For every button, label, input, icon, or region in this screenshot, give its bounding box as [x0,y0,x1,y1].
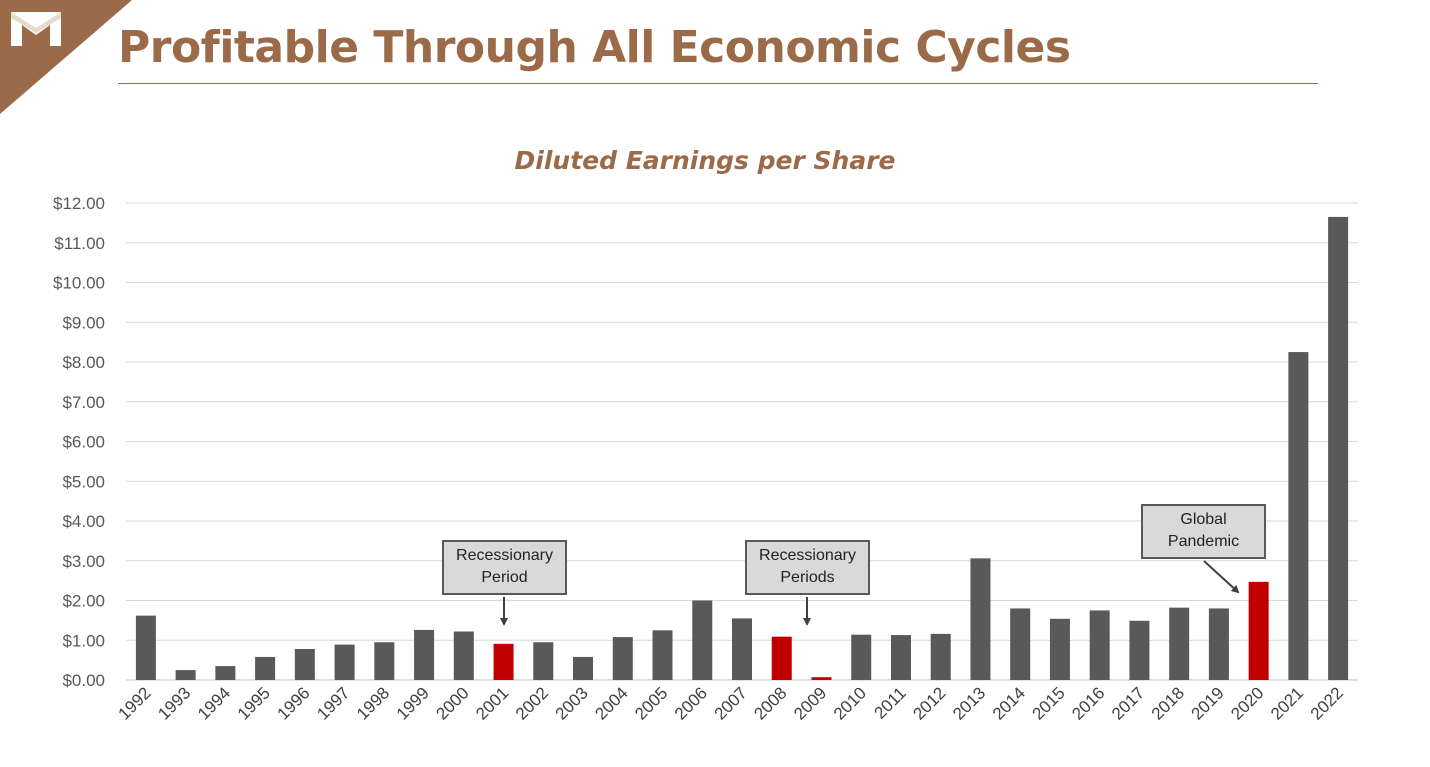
logo-corner [0,0,132,114]
bar-2010 [851,634,872,680]
x-tick-label: 2010 [830,683,870,723]
bar-2021 [1288,352,1309,680]
x-tick-label: 2003 [552,683,592,723]
x-tick-label: 2002 [512,683,552,723]
y-tick-label: $3.00 [62,552,105,571]
bar-2005 [652,630,673,680]
x-tick-label: 1996 [273,683,313,723]
x-tick-label: 2008 [750,683,790,723]
annotation-text: Pandemic [1167,533,1240,550]
bar-2006 [692,600,713,680]
bar-1996 [294,648,315,680]
y-tick-label: $12.00 [53,194,105,213]
x-tick-label: 2000 [432,683,472,723]
x-tick-label: 1992 [115,683,155,723]
x-tick-label: 2007 [711,683,751,723]
x-tick-label: 1994 [194,683,234,723]
bar-2002 [533,642,554,680]
chart-title: Diluted Earnings per Share [514,146,896,175]
bar-2015 [1049,618,1070,680]
annotation-arrow [1203,560,1240,594]
y-tick-label: $6.00 [62,433,105,452]
bar-2001 [493,643,514,680]
x-axis-ticks: 1992 1993 1994 1995 1996 1997 1998 1999 2000 2001… [115,683,1347,723]
bar-2012 [930,633,951,680]
bar-1992 [135,615,156,680]
y-tick-label: $0.00 [62,671,105,690]
y-tick-label: $5.00 [62,472,105,491]
bar-1999 [414,629,435,680]
y-tick-label: $8.00 [62,353,105,372]
title-divider [118,83,1318,84]
annotation-text: Period [481,569,528,586]
x-tick-label: 2009 [790,683,830,723]
y-tick-label: $1.00 [62,631,105,650]
bar-2004 [612,637,633,680]
x-tick-label: 2001 [472,683,512,723]
x-tick-label: 1999 [393,683,433,723]
bar-2022 [1328,216,1349,680]
bar-2008 [771,636,792,680]
bar-1995 [255,656,276,680]
bar-2013 [970,558,991,680]
x-tick-label: 2011 [871,683,910,722]
x-tick-label: 1997 [313,683,353,723]
x-tick-label: 2020 [1227,683,1267,723]
y-tick-label: $4.00 [62,512,105,531]
bar-2017 [1129,620,1150,680]
m-logo-icon [11,12,61,46]
bar-1997 [334,644,355,680]
x-tick-label: 2006 [671,683,711,723]
x-tick-label: 1998 [353,683,393,723]
annotation-box: Global Pandemic [1141,504,1266,559]
bar-1993 [175,670,196,680]
bar-2009 [811,677,832,680]
bar-2018 [1169,607,1190,680]
annotation-text: Recessionary [456,547,553,564]
annotation-text: Recessionary [759,547,856,564]
y-axis-ticks: $0.00 $1.00 $2.00 $3.00 $4.00 $5.00 $6.00 $7.00… [53,194,105,690]
annotation-text: Global [1180,511,1227,528]
x-tick-label: 2019 [1188,683,1228,723]
annotation-box: Recessionary Period [442,540,567,595]
bar-2016 [1089,610,1110,680]
annotation-text: Periods [780,569,835,586]
bar-1994 [215,666,236,680]
x-tick-label: 1995 [234,683,274,723]
y-tick-label: $2.00 [62,592,105,611]
x-tick-label: 1993 [154,683,194,723]
bar-2019 [1208,608,1229,680]
bar-2014 [1010,608,1031,680]
page-title: Profitable Through All Economic Cycles [118,22,1071,73]
x-tick-label: 2021 [1267,683,1307,723]
annotation-arrows [500,560,1240,626]
x-tick-label: 2012 [909,683,949,723]
bar-2003 [573,656,594,680]
bar-2020 [1248,581,1269,680]
bar-2000 [453,631,474,680]
x-tick-label: 2022 [1307,683,1347,723]
bar-2007 [732,618,752,680]
x-tick-label: 2005 [631,683,671,723]
x-tick-label: 2004 [591,683,631,723]
x-tick-label: 2017 [1108,683,1148,723]
y-tick-label: $9.00 [62,313,105,332]
y-tick-label: $11.00 [54,234,105,253]
bar-1998 [374,642,395,680]
x-tick-label: 2018 [1148,683,1188,723]
x-tick-label: 2014 [989,683,1029,723]
x-tick-label: 2013 [949,683,989,723]
bar-2011 [890,635,911,680]
bars [135,216,1349,680]
x-tick-label: 2016 [1068,683,1108,723]
y-tick-label: $7.00 [62,393,105,412]
y-tick-label: $10.00 [53,274,105,293]
x-tick-label: 2015 [1029,683,1069,723]
annotation-box: Recessionary Periods [745,540,870,595]
